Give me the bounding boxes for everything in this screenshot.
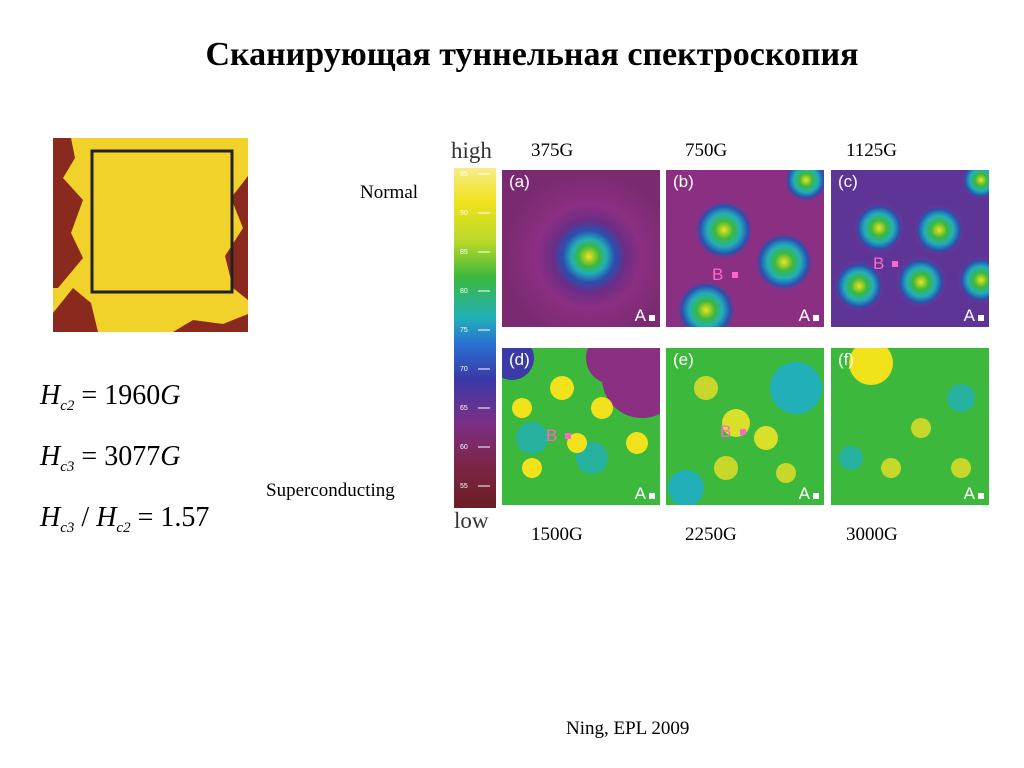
colorbar-low-label: low	[454, 508, 489, 533]
marker-b: B	[873, 254, 885, 273]
formula-value: = 1.57	[130, 502, 210, 533]
row-label-normal: Normal	[360, 182, 419, 203]
stm-map-b: (b) B A	[666, 170, 824, 327]
colorbar-tick-label: 75	[460, 327, 468, 334]
marker-b-square	[565, 433, 571, 439]
formula-subscript: c2	[60, 398, 75, 414]
formula-subscript: c2	[116, 520, 131, 536]
panel-label: (f)	[838, 350, 855, 369]
slide-title: Сканирующая туннельная спектроскопия	[205, 36, 859, 73]
formula-value: = 1960	[74, 380, 161, 411]
marker-a-square	[813, 493, 819, 499]
marker-b-square	[732, 272, 738, 278]
field-label-b: 750G	[685, 140, 728, 161]
panel-label: (e)	[673, 350, 694, 369]
colorbar-tick-label: 60	[460, 444, 468, 451]
formula-subscript: c3	[60, 520, 75, 536]
formula-hc2: Hc2 = 1960G	[40, 380, 180, 415]
colorbar-tick-label: 80	[460, 288, 468, 295]
colorbar-tick-label: 65	[460, 405, 468, 412]
colorbar-tick-label: 95	[460, 171, 468, 178]
formula-h-symbol: H	[96, 502, 117, 533]
stm-map-d: (d) B A	[502, 348, 660, 505]
marker-a: A	[798, 484, 810, 503]
marker-a: A	[963, 484, 975, 503]
marker-b-square	[892, 261, 898, 267]
colorbar-tick-label: 70	[460, 366, 468, 373]
marker-a-square	[649, 315, 655, 321]
formula-h-symbol: H	[40, 380, 61, 411]
field-label-d: 1500G	[531, 524, 583, 545]
marker-b: B	[720, 422, 732, 441]
colorbar: high 95 90 85 80 75 70 65 60 55 low	[451, 138, 501, 538]
row-label-superconducting: Superconducting	[266, 480, 395, 501]
marker-b: B	[546, 426, 558, 445]
formula-ratio: Hc3 / Hc2 = 1.57	[40, 502, 209, 537]
formula-hc3: Hc3 = 3077G	[40, 441, 180, 476]
marker-a: A	[634, 306, 646, 325]
formula-subscript: c3	[60, 459, 75, 475]
marker-b-square	[740, 429, 746, 435]
panel-label: (b)	[673, 172, 694, 191]
formula-unit: G	[160, 380, 181, 411]
formula-slash: /	[74, 502, 97, 533]
field-label-c: 1125G	[846, 140, 898, 161]
colorbar-tick-label: 90	[460, 210, 468, 217]
panel-label: (d)	[509, 350, 530, 369]
colorbar-tick-label: 55	[460, 483, 468, 490]
field-label-e: 2250G	[685, 524, 737, 545]
field-label-a: 375G	[531, 140, 574, 161]
panel-label: (a)	[509, 172, 530, 191]
marker-a-square	[813, 315, 819, 321]
stm-map-a: (a) A	[502, 170, 660, 327]
marker-a: A	[963, 306, 975, 325]
stm-map-c: (c) B A	[831, 170, 989, 327]
formula-h-symbol: H	[40, 441, 61, 472]
colorbar-high-label: high	[451, 138, 492, 163]
stm-map-f: (f) A	[831, 348, 989, 505]
marker-a: A	[798, 306, 810, 325]
marker-a-square	[649, 493, 655, 499]
field-label-f: 3000G	[846, 524, 898, 545]
panel-label: (c)	[838, 172, 858, 191]
formula-unit: G	[160, 441, 181, 472]
sample-image	[53, 138, 248, 332]
colorbar-gradient: 95 90 85 80 75 70 65 60 55	[454, 168, 496, 508]
marker-a-square	[978, 315, 984, 321]
citation: Ning, EPL 2009	[566, 718, 690, 739]
marker-a: A	[634, 484, 646, 503]
stm-map-e: (e) B A	[666, 348, 824, 505]
marker-a-square	[978, 493, 984, 499]
formula-h-symbol: H	[40, 502, 61, 533]
marker-b: B	[712, 265, 724, 284]
formula-value: = 3077	[74, 441, 161, 472]
colorbar-tick-label: 85	[460, 249, 468, 256]
